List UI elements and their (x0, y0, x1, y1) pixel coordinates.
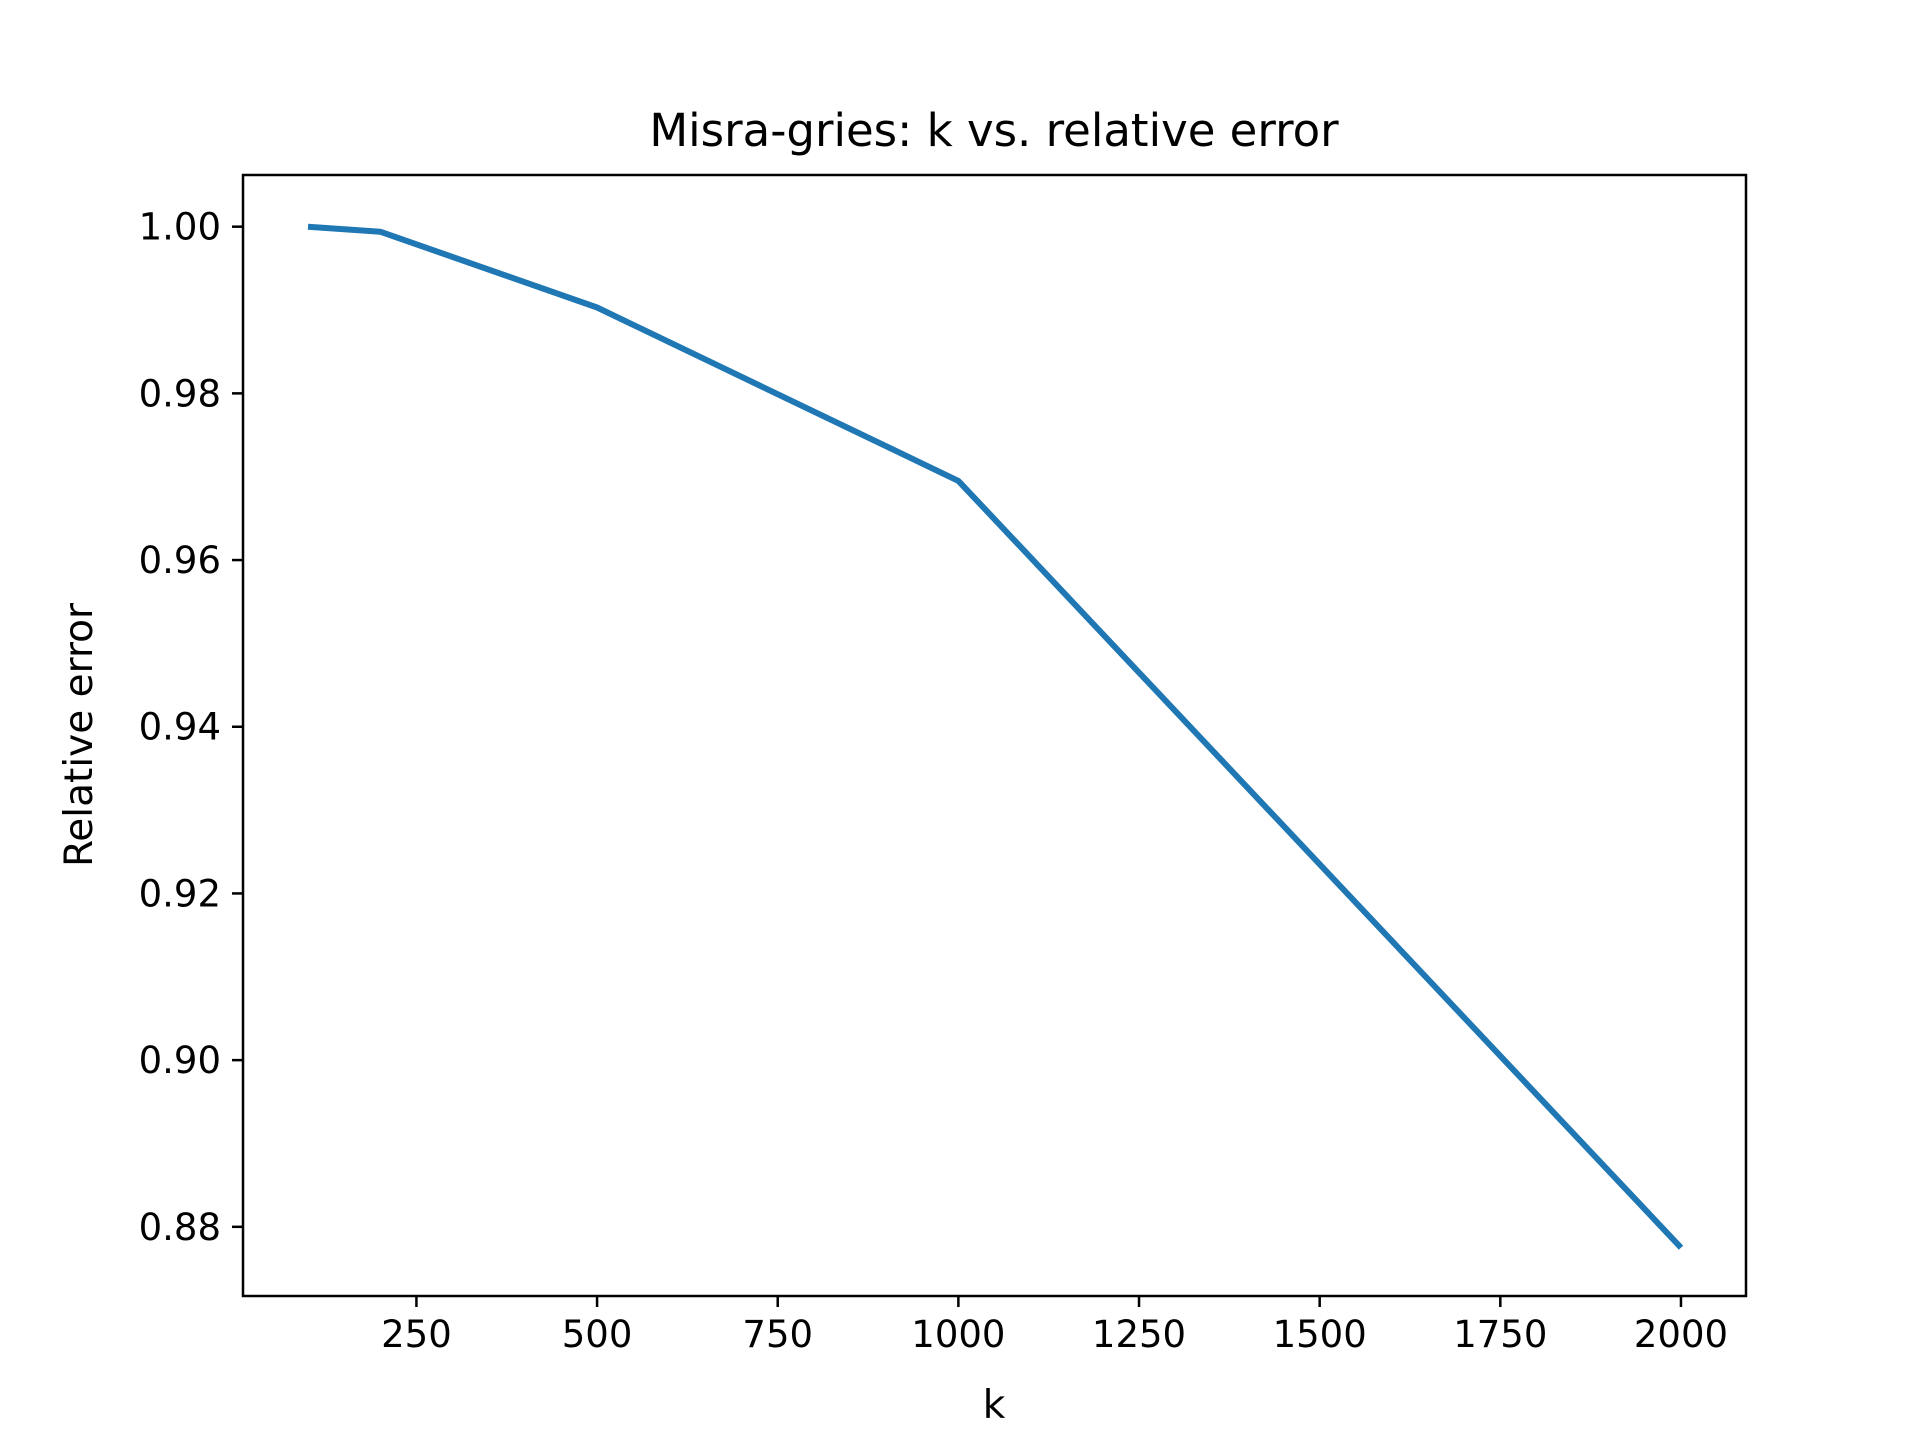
chart-title: Misra-gries: k vs. relative error (649, 104, 1339, 157)
plot-area (307, 223, 1684, 1250)
y-tick-label-0.92: 0.92 (139, 872, 221, 915)
x-tick-label-750: 750 (742, 1313, 813, 1356)
series-line-0 (307, 223, 1684, 1250)
x-tick-label-1500: 1500 (1273, 1313, 1367, 1356)
x-tick-label-1250: 1250 (1092, 1313, 1186, 1356)
y-axis-label: Relative error (57, 602, 102, 867)
x-tick-label-2000: 2000 (1634, 1313, 1728, 1356)
x-axis-label: k (983, 1383, 1006, 1428)
x-tick-label-250: 250 (381, 1313, 452, 1356)
y-tick-label-0.96: 0.96 (139, 539, 221, 582)
y-tick-label-1.00: 1.00 (139, 206, 221, 249)
x-axis: 250 500 750 1000 1250 1500 1750 2000 (381, 1296, 1728, 1356)
y-tick-label-0.98: 0.98 (139, 372, 221, 415)
x-tick-label-500: 500 (562, 1313, 633, 1356)
y-tick-label-0.88: 0.88 (139, 1206, 221, 1249)
x-tick-label-1750: 1750 (1453, 1313, 1547, 1356)
x-tick-label-1000: 1000 (911, 1313, 1005, 1356)
y-tick-label-0.94: 0.94 (139, 706, 221, 749)
y-axis: 0.88 0.90 0.92 0.94 0.96 0.98 1.00 (139, 206, 243, 1249)
plot-frame (241, 173, 1748, 1298)
y-tick-label-0.90: 0.90 (139, 1039, 221, 1082)
